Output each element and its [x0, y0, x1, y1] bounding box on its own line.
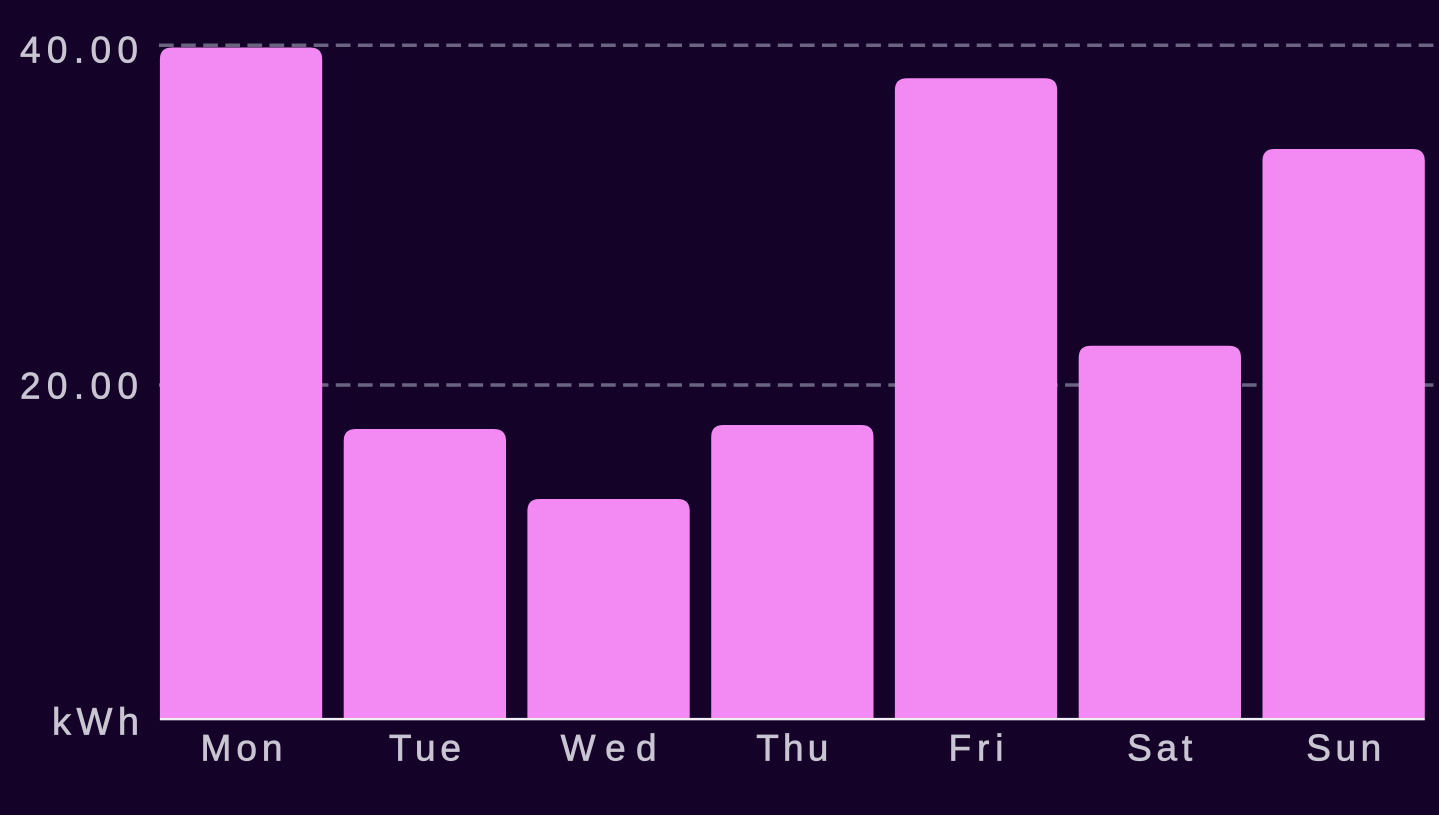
svg-text:kWh: kWh — [52, 702, 139, 744]
svg-text:Thu: Thu — [756, 727, 828, 768]
svg-text:20.00: 20.00 — [20, 365, 138, 406]
svg-text:Sat: Sat — [1127, 727, 1193, 768]
svg-text:40.00: 40.00 — [20, 29, 138, 70]
svg-text:Sun: Sun — [1306, 727, 1381, 768]
svg-text:Wed: Wed — [561, 727, 657, 768]
svg-text:Mon: Mon — [201, 727, 283, 768]
svg-text:Tue: Tue — [389, 727, 461, 768]
